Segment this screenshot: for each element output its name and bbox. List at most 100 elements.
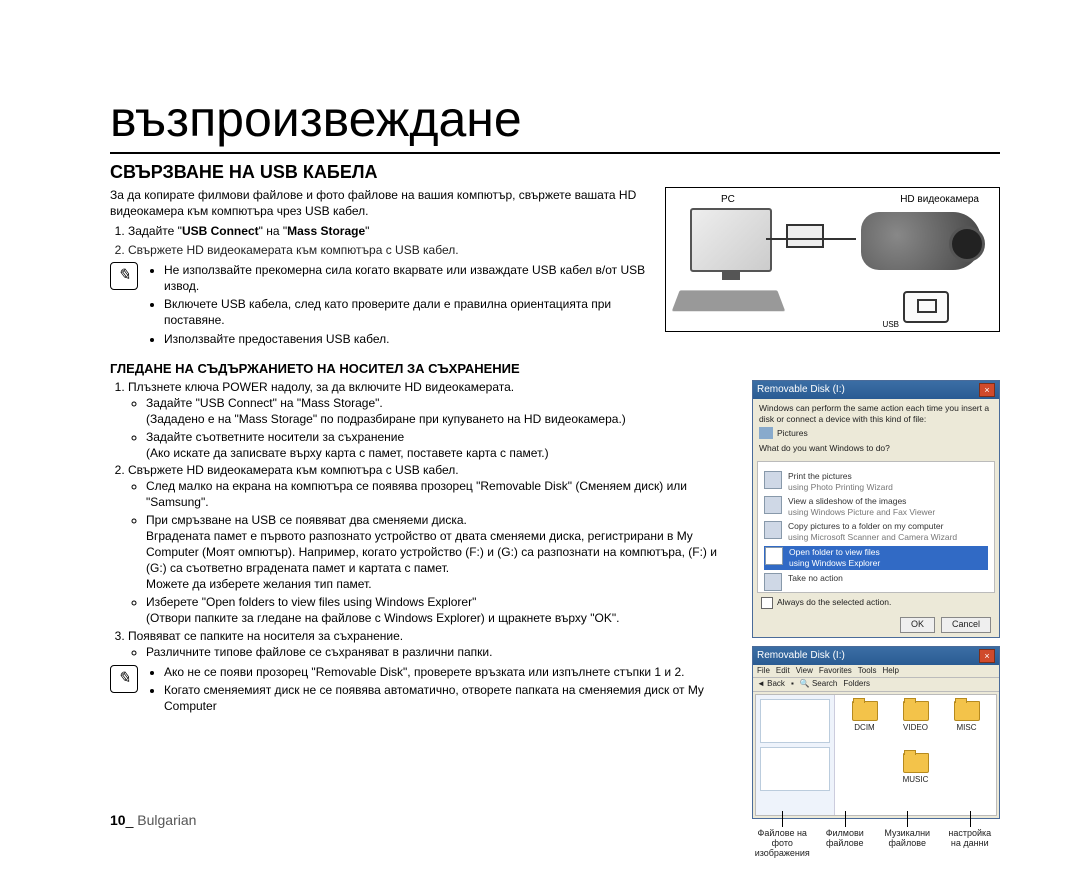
folder-dcim[interactable]: DCIM — [841, 701, 888, 749]
view-step-2a: След малко на екрана на компютъра се поя… — [146, 479, 740, 511]
explorer-title: Removable Disk (I:) — [757, 649, 845, 662]
step1-b2: Mass Storage — [287, 224, 365, 238]
usb-step-2: Свържете HD видеокамерата към компютъра … — [128, 242, 653, 258]
autoplay-msg: Windows can perform the same action each… — [753, 399, 999, 426]
view-step-2b: При смръзване на USB се появяват два сме… — [146, 513, 740, 593]
explorer-sidebar — [756, 695, 835, 815]
page-lang: Bulgarian — [137, 812, 196, 828]
usb-cable-icon — [766, 238, 856, 260]
view-step-1-text: Плъзнете ключа POWER надолу, за да включ… — [128, 380, 514, 394]
ok-button[interactable]: OK — [900, 617, 935, 633]
autoplay-pictures: Pictures — [777, 428, 808, 439]
view-step-3-text: Появяват се папките на носителя за съхра… — [128, 629, 403, 643]
menu-view[interactable]: View — [796, 666, 813, 677]
camera-icon — [764, 521, 782, 539]
slideshow-icon — [764, 496, 782, 514]
view-step-2c-sub: (Отвори папките за гледане на файлове с … — [146, 611, 619, 625]
close-icon[interactable]: × — [979, 649, 995, 663]
opt5: Take no action — [788, 573, 843, 584]
view-step-1b: Задайте съответните носители за съхранен… — [146, 430, 740, 462]
search-button[interactable]: 🔍 Search — [800, 679, 838, 690]
autoplay-title: Removable Disk (I:) — [757, 383, 845, 396]
opt4b: using Windows Explorer — [789, 558, 880, 568]
explorer-toolbar: ◄ Back ▪ 🔍 Search Folders — [753, 678, 999, 692]
step1-b1: USB Connect — [182, 224, 259, 238]
explorer-window: Removable Disk (I:) × File Edit View Fav… — [752, 646, 1000, 819]
usb-intro: За да копирате филмови файлове и фото фа… — [110, 187, 653, 219]
folder-icon — [852, 701, 878, 721]
autoplay-option-copy[interactable]: Copy pictures to a folder on my computer… — [764, 521, 988, 543]
folder-video[interactable]: VIDEO — [892, 701, 939, 749]
folder-misc[interactable]: MISC — [943, 701, 990, 749]
opt3a: Copy pictures to a folder on my computer — [788, 521, 943, 531]
callout-videos: Филмови файлове — [815, 829, 876, 859]
folder-label: VIDEO — [903, 723, 928, 734]
opt2a: View a slideshow of the images — [788, 496, 906, 506]
close-icon[interactable]: × — [979, 383, 995, 397]
pictures-icon — [759, 427, 773, 439]
noaction-icon — [764, 573, 782, 591]
view-step-2: Свържете HD видеокамерата към компютъра … — [128, 463, 740, 627]
opt3b: using Microsoft Scanner and Camera Wizar… — [788, 532, 957, 542]
page-number: 10 — [110, 812, 126, 828]
connection-diagram: PC HD видеокамера USB — [665, 187, 1000, 332]
view-step-1a-sub: (Зададено е на "Mass Storage" по подразб… — [146, 412, 626, 426]
folder-icon — [903, 701, 929, 721]
menu-tools[interactable]: Tools — [858, 666, 877, 677]
section-usb-heading: СВЪРЗВАНЕ НА USB КАБЕЛА — [110, 162, 1000, 183]
view-step-1a-text: Задайте "USB Connect" на "Mass Storage". — [146, 396, 383, 410]
autoplay-prompt: What do you want Windows to do? — [753, 441, 999, 456]
usb-note-1: Не използвайте прекомерна сила когато вк… — [164, 262, 653, 294]
menu-edit[interactable]: Edit — [776, 666, 790, 677]
autoplay-option-print[interactable]: Print the picturesusing Photo Printing W… — [764, 471, 988, 493]
note-icon-2: ✎ — [110, 665, 138, 693]
folder-open-icon — [765, 547, 783, 565]
opt1b: using Photo Printing Wizard — [788, 482, 893, 492]
folders-button[interactable]: Folders — [843, 679, 870, 690]
view-step-1: Плъзнете ключа POWER надолу, за да включ… — [128, 380, 740, 462]
always-label: Always do the selected action. — [777, 597, 891, 608]
folder-music[interactable]: MUSIC — [892, 753, 939, 801]
view-step-2c: Изберете "Open folders to view files usi… — [146, 595, 740, 627]
callout-settings: настройкана данни — [940, 829, 1001, 859]
view-step-1b-text: Задайте съответните носители за съхранен… — [146, 430, 404, 444]
autoplay-dialog: Removable Disk (I:) × Windows can perfor… — [752, 380, 1000, 638]
always-checkbox[interactable] — [761, 597, 773, 609]
usb-port-icon — [903, 291, 949, 323]
opt2b: using Windows Picture and Fax Viewer — [788, 507, 935, 517]
view-step-3a: Различните типове файлове се съхраняват … — [146, 645, 740, 661]
note-icon: ✎ — [110, 262, 138, 290]
folder-icon — [954, 701, 980, 721]
opt1a: Print the pictures — [788, 471, 852, 481]
usb-step-1: Задайте "USB Connect" на "Mass Storage" — [128, 223, 653, 239]
folder-label: MUSIC — [903, 775, 929, 786]
back-button[interactable]: ◄ Back — [757, 679, 785, 690]
section-view-heading: ГЛЕДАНЕ НА СЪДЪРЖАНИЕТО НА НОСИТЕЛ ЗА СЪ… — [110, 361, 1000, 376]
cancel-button[interactable]: Cancel — [941, 617, 991, 633]
page-footer: 10_ Bulgarian — [110, 812, 196, 828]
keyboard-icon — [672, 290, 786, 311]
view-step-2-text: Свържете HD видеокамерата към компютъра … — [128, 463, 459, 477]
usb-note-2: Включете USB кабела, след като проверите… — [164, 296, 653, 328]
warn-1: Ако не се появи прозорец "Removable Disk… — [164, 665, 740, 681]
view-step-2b-text: При смръзване на USB се появяват два сме… — [146, 513, 467, 527]
diagram-label-cam: HD видеокамера — [900, 194, 979, 205]
callout-photos: Файлове на фотоизображения — [752, 829, 813, 859]
opt4a: Open folder to view files — [789, 547, 880, 557]
warn-2: Когато сменяемият диск не се появява авт… — [164, 683, 740, 715]
diagram-label-pc: PC — [721, 194, 735, 205]
menu-favorites[interactable]: Favorites — [819, 666, 852, 677]
folder-icon — [903, 753, 929, 773]
step1-post: " — [365, 224, 369, 238]
autoplay-option-slideshow[interactable]: View a slideshow of the imagesusing Wind… — [764, 496, 988, 518]
monitor-icon — [690, 208, 772, 272]
view-step-1a: Задайте "USB Connect" на "Mass Storage".… — [146, 396, 740, 428]
callout-music: Музикалнифайлове — [877, 829, 938, 859]
autoplay-option-open[interactable]: Open folder to view filesusing Windows E… — [764, 546, 988, 570]
autoplay-option-none[interactable]: Take no action — [764, 573, 988, 591]
menu-file[interactable]: File — [757, 666, 770, 677]
view-step-2c-text: Изберете "Open folders to view files usi… — [146, 595, 476, 609]
view-step-2b-sub2: Можете да изберете желания тип памет. — [146, 577, 372, 591]
camcorder-icon — [861, 212, 981, 270]
menu-help[interactable]: Help — [882, 666, 898, 677]
